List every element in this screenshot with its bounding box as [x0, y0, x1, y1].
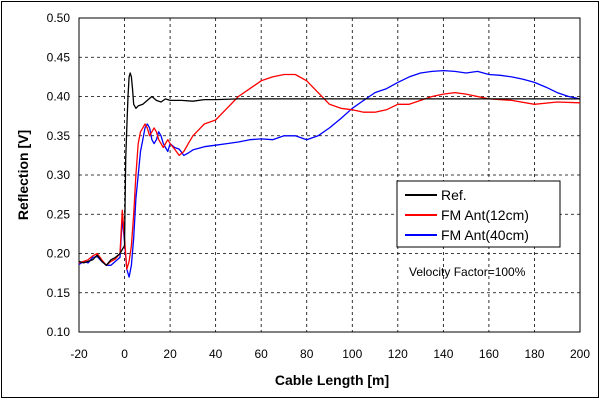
legend-label-fm40: FM Ant(40cm): [441, 227, 529, 243]
x-tick-label: 40: [209, 347, 223, 361]
legend: Ref. FM Ant(12cm) FM Ant(40cm): [396, 180, 561, 248]
x-tick-label: 100: [342, 347, 362, 361]
x-axis-ticks: -20 0 20 40 60 80 100 120 140 160 180 200: [70, 347, 590, 361]
x-tick-label: 180: [524, 347, 544, 361]
y-tick-label: 0.25: [47, 207, 71, 221]
x-axis-label: Cable Length [m]: [275, 372, 389, 388]
y-axis-ticks: 0.10 0.15 0.20 0.25 0.30 0.35 0.40 0.45 0.50: [47, 11, 71, 339]
y-tick-label: 0.30: [47, 168, 71, 182]
y-tick-label: 0.15: [47, 286, 71, 300]
x-tick-label: 20: [163, 347, 177, 361]
x-tick-label: 140: [433, 347, 453, 361]
y-tick-label: 0.20: [47, 247, 71, 261]
x-tick-label: 200: [570, 347, 590, 361]
x-tick-label: 160: [479, 347, 499, 361]
series-line-ref: [78, 72, 580, 266]
grid: [79, 18, 580, 332]
x-tick-label: -20: [70, 347, 88, 361]
legend-label-ref: Ref.: [441, 187, 467, 203]
plot-area: [78, 17, 581, 333]
x-tick-label: 120: [388, 347, 408, 361]
velocity-factor-annotation: Velocity Factor=100%: [409, 265, 526, 279]
y-tick-label: 0.45: [47, 50, 71, 64]
y-axis-label: Reflection [V]: [15, 130, 31, 220]
series-lines: [78, 69, 581, 278]
y-tick-label: 0.50: [47, 11, 71, 25]
legend-label-fm12: FM Ant(12cm): [441, 207, 529, 223]
y-tick-label: 0.35: [47, 129, 71, 143]
x-tick-label: 80: [300, 347, 314, 361]
x-tick-label: 0: [121, 347, 128, 361]
y-tick-label: 0.40: [47, 90, 71, 104]
x-tick-label: 60: [255, 347, 269, 361]
y-tick-label: 0.10: [47, 325, 71, 339]
